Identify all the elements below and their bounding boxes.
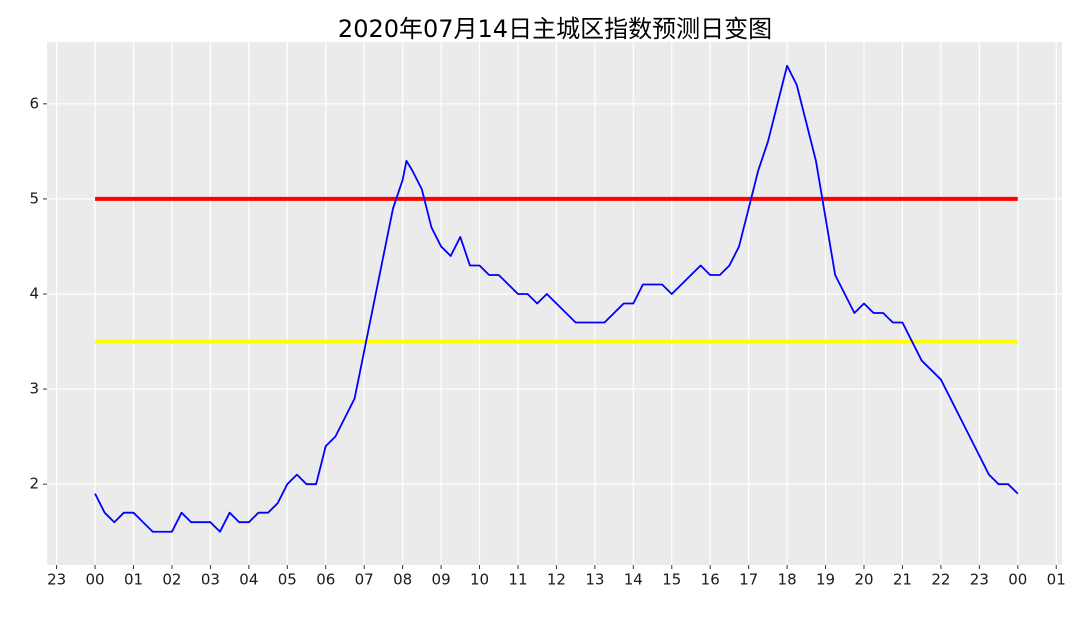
x-tick-label: 16 (701, 571, 720, 589)
x-tick-label: 15 (662, 571, 681, 589)
data-line (94, 64, 1019, 533)
x-tick-label: 10 (470, 571, 489, 589)
y-tick-label: 3 (29, 380, 39, 398)
x-tick-label: 02 (162, 571, 181, 589)
x-tick-label: 22 (931, 571, 950, 589)
x-tick-label: 12 (547, 571, 566, 589)
x-tick-label: 09 (432, 571, 451, 589)
y-tick-label: 4 (29, 284, 39, 302)
plot-panel (47, 42, 1062, 565)
y-tick-label: 2 (29, 475, 39, 493)
x-tick-label: 08 (393, 571, 412, 589)
x-tick-label: 23 (970, 571, 989, 589)
x-tick-label: 05 (278, 571, 297, 589)
x-tick-label: 20 (854, 571, 873, 589)
x-tick-label: 01 (1047, 571, 1066, 589)
y-tick-label: 6 (29, 94, 39, 112)
x-tick-label: 00 (1008, 571, 1027, 589)
x-tick-label: 13 (585, 571, 604, 589)
x-tick-label: 04 (239, 571, 258, 589)
chart-title: 2020年07月14日主城区指数预测日变图 (338, 15, 772, 43)
x-tick-label: 23 (47, 571, 66, 589)
x-tick-label: 17 (739, 571, 758, 589)
x-tick-label: 03 (201, 571, 220, 589)
x-tick-label: 11 (508, 571, 527, 589)
x-tick-label: 01 (124, 571, 143, 589)
x-tick-label: 19 (816, 571, 835, 589)
x-tick-label: 06 (316, 571, 335, 589)
x-tick-label: 07 (355, 571, 374, 589)
y-tick-label: 5 (29, 189, 39, 207)
x-tick-label: 21 (893, 571, 912, 589)
x-tick-label: 14 (624, 571, 643, 589)
x-tick-label: 00 (86, 571, 105, 589)
x-tick-label: 18 (778, 571, 797, 589)
